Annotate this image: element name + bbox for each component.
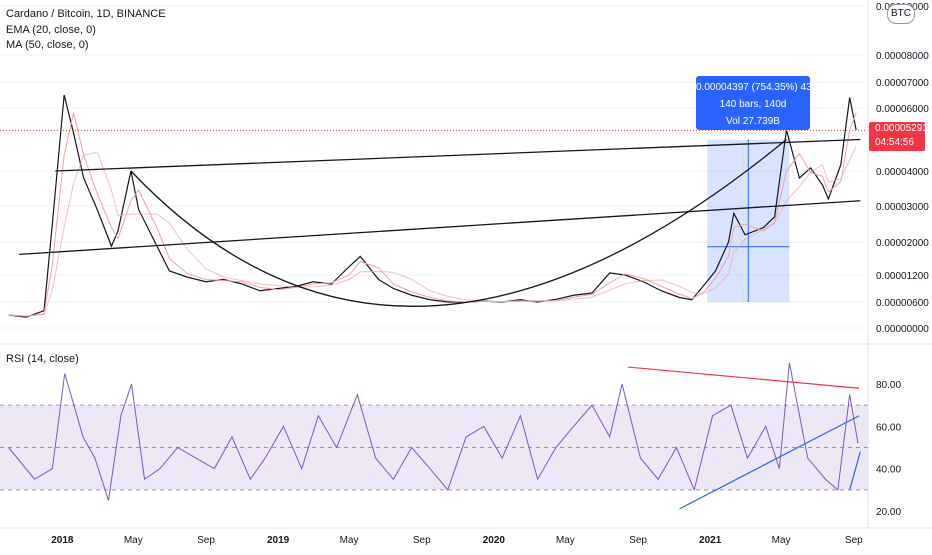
time-tick-label: 2021 — [699, 535, 722, 546]
price-series-line — [8, 94, 857, 318]
symbol-legend[interactable]: Cardano / Bitcoin, 1D, BINANCE — [6, 8, 166, 20]
rsi-trendline — [849, 451, 861, 490]
currency-badge[interactable]: BTC — [887, 4, 915, 24]
price-trendline — [55, 138, 861, 172]
rsi-trendline — [679, 415, 860, 510]
last-price-badge: 0.00005291 04:54:56 — [869, 122, 928, 151]
rsi-band — [0, 404, 868, 491]
time-tick-label: Sep — [845, 535, 863, 546]
main-grid — [0, 5, 868, 329]
rsi-tick-label: 80.00 — [876, 380, 901, 391]
measure-box[interactable] — [707, 139, 790, 302]
rsi-lines — [8, 362, 861, 510]
ema-line — [8, 112, 857, 317]
measure-bars: 140 bars, 140d — [719, 99, 787, 110]
rsi-tick-label: 40.00 — [876, 465, 901, 476]
rsi-series-line — [8, 362, 859, 501]
price-tick-label: 0.00003000 — [876, 202, 929, 213]
price-tick-label: 0.00000600 — [876, 298, 929, 309]
rsi-trendline — [627, 366, 860, 389]
time-tick-label: May — [124, 535, 143, 546]
time-tick-label: May — [556, 535, 575, 546]
time-tick-label: Sep — [197, 535, 215, 546]
rsi-tick-label: 20.00 — [876, 507, 901, 518]
measure-price-change: 0.00004397 (754.35%) 4397 — [696, 82, 823, 93]
ma-legend[interactable]: MA (50, close, 0) — [6, 39, 89, 51]
rsi-legend[interactable]: RSI (14, close) — [6, 353, 79, 365]
time-tick-label: 2020 — [483, 535, 506, 546]
price-tick-label: 0.00006000 — [876, 104, 929, 115]
time-tick-label: May — [340, 535, 359, 546]
ema-legend[interactable]: EMA (20, close, 0) — [6, 24, 96, 36]
bar-countdown: 04:54:56 — [875, 137, 914, 148]
price-tick-label: 0.00001200 — [876, 271, 929, 282]
ma-line — [8, 146, 857, 317]
time-tick-label: Sep — [413, 535, 431, 546]
cup-curve — [130, 138, 787, 307]
price-tick-label: 0.00000000 — [876, 324, 929, 335]
time-tick-label: 2018 — [51, 535, 74, 546]
rsi-tick-label: 60.00 — [876, 422, 901, 433]
price-trendline — [19, 200, 861, 256]
price-tick-label: 0.00008000 — [876, 51, 929, 62]
measure-tooltip: 0.00004397 (754.35%) 4397 140 bars, 140d… — [696, 76, 823, 130]
time-tick-label: Sep — [629, 535, 647, 546]
price-tick-label: 0.00002000 — [876, 238, 929, 249]
price-tick-label: 0.00007000 — [876, 78, 929, 89]
main-lines — [0, 94, 868, 318]
measure-volume: Vol 27.739B — [726, 116, 780, 127]
last-price: 0.00005291 — [875, 123, 928, 134]
time-tick-label: 2019 — [267, 535, 290, 546]
time-tick-label: May — [772, 535, 791, 546]
price-tick-label: 0.00004000 — [876, 167, 929, 178]
